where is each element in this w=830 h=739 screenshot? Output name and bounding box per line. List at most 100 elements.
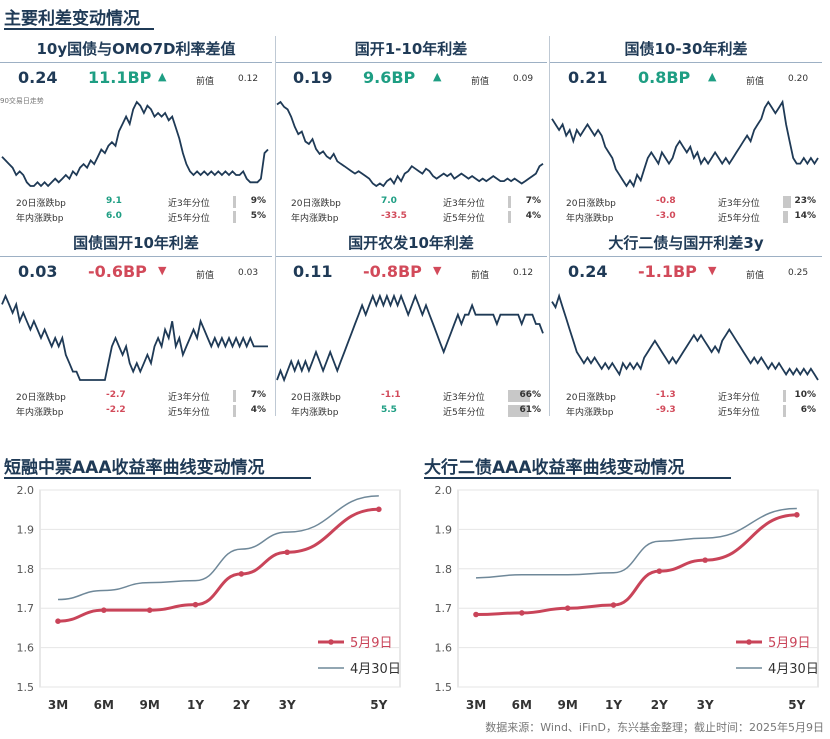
sparkline-series xyxy=(1,100,269,188)
stat-row: 年内涨跌bp 5.5 近5年分位 61% xyxy=(275,405,547,419)
percentile-label: 近3年分位 xyxy=(168,393,210,403)
current-value: 0.24 xyxy=(568,262,608,281)
data-point xyxy=(376,506,382,513)
stat-row: 20日涨跌bp -1.3 近3年分位 10% xyxy=(550,390,822,404)
stat-row: 年内涨跌bp 6.0 近5年分位 5% xyxy=(0,211,272,225)
sparkline xyxy=(551,99,819,189)
data-point xyxy=(564,605,571,611)
stat-row: 20日涨跌bp 7.0 近3年分位 7% xyxy=(275,196,547,210)
panel-title-divider xyxy=(0,62,272,63)
percentile-label: 近5年分位 xyxy=(443,408,485,418)
stat-value: -2.2 xyxy=(106,405,126,415)
percentile-label: 近5年分位 xyxy=(718,408,760,418)
percentile-bar xyxy=(508,196,511,208)
percentile-label: 近3年分位 xyxy=(718,199,760,209)
stat-value: 5.5 xyxy=(381,405,397,415)
stat-value: -1.3 xyxy=(656,390,676,400)
sparkline-series xyxy=(551,99,819,189)
stat-label: 20日涨跌bp xyxy=(16,199,66,209)
prev-value: 0.12 xyxy=(513,268,534,278)
percentile-value: 7% xyxy=(525,196,541,206)
change-value: -0.8BP xyxy=(363,262,422,281)
data-point xyxy=(610,602,617,608)
data-point xyxy=(794,512,800,518)
change-value: 9.6BP xyxy=(363,68,416,87)
spread-panel: 10y国债与OMO7D利率差值 0.24 11.1BP ▲ 前值 0.12 90交易日走势 2… xyxy=(0,38,272,226)
sparkline-series xyxy=(551,293,819,381)
panel-title-divider xyxy=(0,256,272,257)
source-note: 数据来源：Wind、iFinD，东兴基金整理；截止时间：2025年5月9日 xyxy=(485,721,824,734)
prev-label: 前值 xyxy=(196,271,215,281)
percentile-bar xyxy=(508,390,531,402)
percentile-value: 9% xyxy=(250,196,266,206)
sparkline xyxy=(1,100,269,188)
y-tick-label: 1.5 xyxy=(17,681,35,694)
prev-value: 0.03 xyxy=(238,268,259,278)
percentile-value: 10% xyxy=(794,390,816,400)
percentile-value: 23% xyxy=(794,196,816,206)
current-value: 0.21 xyxy=(568,68,608,87)
panel-divider-1 xyxy=(275,36,276,416)
data-point xyxy=(473,611,479,618)
data-point xyxy=(284,549,290,556)
sparkline-series xyxy=(276,100,544,188)
percentile-value: 14% xyxy=(794,211,816,221)
legend-label: 5月9日 xyxy=(768,636,811,651)
stat-value: -0.8 xyxy=(656,196,676,206)
spread-panel: 国开农发10年利差 0.11 -0.8BP ▼ 前值 0.12 20日涨跌bp -1.1 近3年… xyxy=(275,232,547,420)
triangle-down-icon: ▼ xyxy=(708,264,717,277)
percentile-bar xyxy=(233,196,237,208)
x-tick-label: 1Y xyxy=(605,698,622,712)
spread-panel: 国债10-30年利差 0.21 0.8BP ▲ 前值 0.20 20日涨跌bp -0.8 近3年… xyxy=(550,38,822,226)
stat-value: 6.0 xyxy=(106,211,122,221)
stat-label: 年内涨跌bp xyxy=(566,408,614,418)
percentile-label: 近5年分位 xyxy=(443,214,485,224)
stat-label: 20日涨跌bp xyxy=(291,199,341,209)
prev-value: 0.25 xyxy=(788,268,809,278)
triangle-down-icon: ▼ xyxy=(158,264,167,277)
y-tick-label: 1.7 xyxy=(435,602,453,615)
current-value: 0.03 xyxy=(18,262,58,281)
curve-title-1: 短融中票AAA收益率曲线变动情况 xyxy=(4,458,265,478)
percentile-bar xyxy=(783,211,788,223)
percentile-label: 近5年分位 xyxy=(718,214,760,224)
x-tick-label: 6M xyxy=(94,698,114,712)
x-tick-label: 1Y xyxy=(187,698,204,712)
stat-row: 年内涨跌bp -2.2 近5年分位 4% xyxy=(0,405,272,419)
sparkline xyxy=(551,293,819,381)
x-tick-label: 2Y xyxy=(651,698,668,712)
panel-title: 10y国债与OMO7D利率差值 xyxy=(36,40,236,58)
percentile-label: 近5年分位 xyxy=(168,214,210,224)
percentile-label: 近3年分位 xyxy=(718,393,760,403)
triangle-up-icon: ▲ xyxy=(158,70,167,83)
stat-row: 年内涨跌bp -33.5 近5年分位 4% xyxy=(275,211,547,225)
triangle-down-icon: ▼ xyxy=(433,264,442,277)
percentile-label: 近3年分位 xyxy=(443,393,485,403)
curve-chart-bank-tier2: 1.5 1.6 1.7 1.8 1.9 2.0 3M 6M 9M 1Y 2Y 3Y 5Y 5月9日 4月30… xyxy=(435,484,819,712)
sparkline xyxy=(276,100,544,188)
sparkline xyxy=(276,293,544,383)
percentile-bar xyxy=(233,211,236,223)
percentile-label: 近3年分位 xyxy=(168,199,210,209)
y-tick-label: 1.6 xyxy=(17,642,35,655)
legend-label: 4月30日 xyxy=(768,662,819,677)
x-tick-label: 3M xyxy=(466,698,486,712)
curve-title-2-underline xyxy=(424,477,731,479)
stat-value: -1.1 xyxy=(381,390,401,400)
percentile-bar xyxy=(508,405,529,417)
x-tick-label: 3M xyxy=(48,698,68,712)
stat-value: -9.3 xyxy=(656,405,676,415)
data-point xyxy=(101,607,107,613)
percentile-label: 近3年分位 xyxy=(443,199,485,209)
spread-panel: 国债国开10年利差 0.03 -0.6BP ▼ 前值 0.03 20日涨跌bp -2.7 近3年… xyxy=(0,232,272,420)
stat-row: 20日涨跌bp 9.1 近3年分位 9% xyxy=(0,196,272,210)
y-tick-label: 2.0 xyxy=(17,484,35,497)
triangle-up-icon: ▲ xyxy=(433,70,442,83)
x-tick-label: 2Y xyxy=(233,698,250,712)
change-value: -1.1BP xyxy=(638,262,697,281)
panel-title-divider xyxy=(550,256,822,257)
percentile-bar xyxy=(783,405,786,417)
data-point xyxy=(238,571,245,577)
panel-title: 大行二债与国开利差3y xyxy=(608,234,764,252)
sparkline-note: 90交易日走势 xyxy=(0,97,44,105)
